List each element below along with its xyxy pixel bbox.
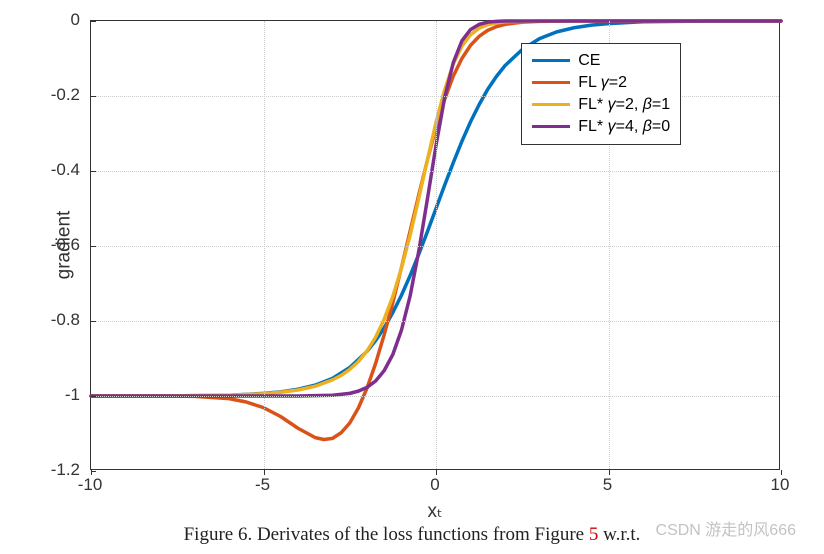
tick-mark-y (91, 321, 96, 322)
y-tick-label: -0.8 (20, 310, 80, 330)
chart-container: -10-505100-0.2-0.4-0.6-0.8-1-1.2 xₜ grad… (90, 20, 780, 470)
legend-item: FL γ=2 (532, 72, 670, 94)
legend-swatch (532, 59, 570, 63)
watermark: CSDN 游走的风666 (656, 516, 796, 540)
x-tick-label: 5 (603, 475, 612, 495)
x-tick-label: 0 (430, 475, 439, 495)
legend: CE FL γ=2 FL* γ=2, β=1 FL* γ=4, β=0 (521, 43, 681, 145)
legend-swatch (532, 103, 570, 107)
y-tick-label: -1 (20, 385, 80, 405)
tick-mark-y (91, 21, 96, 22)
legend-swatch (532, 125, 570, 129)
grid-line-horizontal (91, 246, 779, 247)
y-tick-label: -1.2 (20, 460, 80, 480)
x-tick-label: -5 (255, 475, 270, 495)
grid-line-horizontal (91, 321, 779, 322)
legend-item: FL* γ=2, β=1 (532, 94, 670, 116)
y-tick-label: -0.4 (20, 160, 80, 180)
legend-label: CE (578, 52, 600, 70)
legend-item: FL* γ=4, β=0 (532, 116, 670, 138)
grid-line-vertical (436, 21, 437, 469)
legend-label: FL* γ=4, β=0 (578, 118, 670, 136)
caption-prefix: Figure 6. Derivates of the loss function… (184, 524, 589, 545)
tick-mark-y (91, 171, 96, 172)
caption-figure-link[interactable]: 5 (589, 524, 599, 545)
tick-mark-y (91, 471, 96, 472)
tick-mark-y (91, 96, 96, 97)
y-axis-label: gradient (53, 211, 75, 280)
y-tick-label: -0.2 (20, 85, 80, 105)
tick-mark-y (91, 246, 96, 247)
grid-line-horizontal (91, 171, 779, 172)
legend-label: FL* γ=2, β=1 (578, 96, 670, 114)
tick-mark-y (91, 396, 96, 397)
caption-suffix: w.r.t. (598, 524, 640, 545)
legend-swatch (532, 81, 570, 85)
legend-item: CE (532, 50, 670, 72)
x-tick-label: -10 (78, 475, 103, 495)
x-axis-label: xₜ (427, 500, 442, 523)
legend-label: FL γ=2 (578, 74, 627, 92)
x-tick-label: 10 (771, 475, 790, 495)
grid-line-vertical (264, 21, 265, 469)
y-tick-label: 0 (20, 10, 80, 30)
grid-line-horizontal (91, 396, 779, 397)
